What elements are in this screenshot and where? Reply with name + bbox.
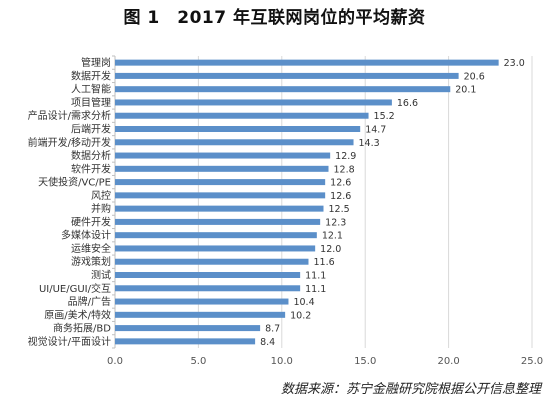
bar (115, 258, 309, 265)
bar (115, 311, 286, 318)
value-label: 15.2 (374, 111, 395, 122)
bar (115, 179, 326, 186)
category-label: 风控 (91, 189, 111, 202)
bar (115, 126, 361, 132)
bar (115, 285, 301, 292)
value-label: 12.5 (329, 204, 350, 215)
x-tick-label: 15.0 (354, 356, 376, 367)
x-tick-label: 5.0 (190, 356, 206, 367)
bar (115, 298, 289, 305)
bar (115, 245, 316, 252)
value-label: 20.6 (464, 71, 485, 82)
value-label: 12.6 (330, 178, 351, 189)
bar (115, 86, 451, 93)
value-label: 12.9 (335, 151, 356, 162)
bar (115, 99, 392, 106)
value-label: 10.2 (290, 310, 311, 321)
bar (115, 192, 326, 199)
category-label: 运维安全 (71, 242, 111, 255)
category-label: 并购 (91, 202, 111, 215)
category-label: 游戏策划 (71, 255, 111, 268)
category-label: UI/UE/GUI/交互 (39, 282, 111, 295)
chart-title: 图 1 2017 年互联网岗位的平均薪资 (123, 8, 426, 28)
bar (115, 232, 317, 239)
category-label: 产品设计/需求分析 (28, 109, 111, 122)
category-label: 视觉设计/平面设计 (28, 335, 111, 348)
bar (115, 325, 261, 332)
x-tick-label: 20.0 (437, 356, 459, 367)
category-label: 管理岗 (81, 56, 111, 69)
bar (115, 139, 354, 146)
value-label: 12.1 (322, 231, 343, 242)
category-label: 硬件开发 (71, 215, 111, 228)
bar (115, 338, 256, 345)
bar (115, 205, 324, 212)
bar (115, 152, 331, 159)
value-label: 20.1 (455, 85, 476, 96)
category-label: 商务拓展/BD (53, 322, 111, 335)
value-label: 23.0 (504, 58, 525, 69)
category-label: 前端开发/移动开发 (28, 136, 111, 149)
bar (115, 59, 499, 66)
category-label: 原画/美术/特效 (44, 308, 111, 321)
category-label: 项目管理 (71, 96, 111, 109)
category-label: 数据分析 (71, 149, 111, 162)
x-tick-label: 10.0 (271, 356, 293, 367)
value-label: 12.3 (325, 217, 346, 228)
value-label: 14.3 (359, 138, 380, 149)
category-label: 测试 (91, 269, 111, 282)
category-label: 多媒体设计 (61, 229, 111, 242)
value-label: 16.6 (397, 98, 418, 109)
category-label: 软件开发 (71, 162, 111, 175)
category-label: 后端开发 (71, 123, 111, 136)
value-label: 12.0 (320, 244, 341, 255)
bar (115, 72, 459, 79)
value-label: 8.4 (260, 337, 275, 348)
value-label: 8.7 (265, 324, 280, 335)
value-label: 14.7 (365, 125, 386, 136)
value-label: 12.6 (330, 191, 351, 202)
bar (115, 218, 321, 225)
category-label: 天使投资/VC/PE (38, 176, 111, 189)
category-label: 数据开发 (71, 69, 111, 82)
category-label: 人工智能 (71, 83, 111, 96)
x-tick-label: 25.0 (521, 356, 543, 367)
value-label: 12.8 (334, 164, 355, 175)
value-label: 10.4 (293, 297, 314, 308)
bar (115, 112, 369, 119)
x-tick-label: 0.0 (107, 356, 123, 367)
bar (115, 272, 301, 278)
value-label: 11.1 (305, 271, 326, 282)
value-label: 11.6 (313, 257, 334, 268)
value-label: 11.1 (305, 284, 326, 295)
data-source-note: 数据来源：苏宁金融研究院根据公开信息整理 (280, 382, 541, 397)
bar (115, 165, 329, 172)
category-label: 品牌/广告 (68, 295, 111, 308)
